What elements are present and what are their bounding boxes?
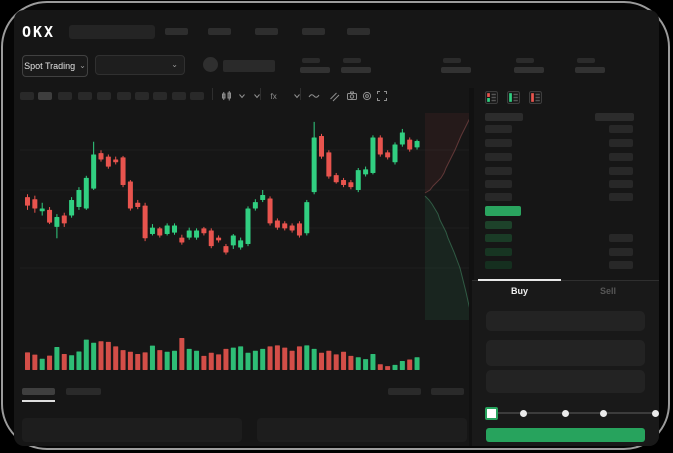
ask-price-bar[interactable]: [485, 193, 512, 201]
chart-canvas[interactable]: [20, 110, 470, 376]
spot-trading-label: Spot Trading: [24, 61, 76, 71]
stat-label: [302, 58, 320, 63]
ask-price-bar[interactable]: [485, 153, 512, 161]
ask-price-bar[interactable]: [485, 139, 512, 147]
spot-trading-dropdown[interactable]: Spot Trading ⌄: [22, 55, 88, 77]
slider-stop[interactable]: [599, 409, 607, 417]
camera-icon[interactable]: [345, 89, 359, 103]
buy-submit-button[interactable]: [486, 428, 645, 442]
amount-input[interactable]: [486, 340, 645, 366]
book-bids-view-icon[interactable]: [507, 91, 520, 109]
ask-amount-bar: [609, 167, 633, 175]
bottom-tab-active[interactable]: [22, 388, 55, 395]
vertical-divider: [469, 88, 474, 446]
interval-button[interactable]: [78, 92, 92, 100]
chevron-down-icon[interactable]: [235, 89, 249, 103]
bid-price-bar[interactable]: [485, 248, 512, 256]
nav-item[interactable]: [165, 28, 188, 35]
nav-item[interactable]: [347, 28, 370, 35]
stat-value: [300, 67, 330, 73]
wave-icon[interactable]: [307, 89, 321, 103]
bid-amount-bar: [609, 248, 633, 256]
bid-price-bar[interactable]: [485, 261, 512, 269]
price-input[interactable]: [486, 311, 645, 331]
app-screen: OKX Spot Trading ⌄ ⌄ fx: [14, 10, 659, 446]
total-input[interactable]: [486, 370, 645, 393]
interval-button[interactable]: [172, 92, 186, 100]
last-price-highlight[interactable]: [485, 206, 521, 216]
nav-item[interactable]: [255, 28, 278, 35]
nav-item[interactable]: [302, 28, 325, 35]
tab-divider: [472, 280, 659, 281]
bid-price-bar[interactable]: [485, 221, 512, 229]
okx-logo[interactable]: OKX: [22, 23, 56, 41]
chevron-down-icon: ⌄: [79, 61, 86, 70]
svg-text:fx: fx: [271, 92, 277, 101]
nav-item[interactable]: [208, 28, 231, 35]
stat-value: [341, 67, 371, 73]
indicator-icon[interactable]: fx: [268, 89, 282, 103]
tab-sell[interactable]: Sell: [599, 286, 616, 296]
slider-stop[interactable]: [519, 409, 527, 417]
chevron-down-icon[interactable]: [290, 89, 304, 103]
buy-tab-underline: [478, 279, 561, 281]
bid-amount-bar: [609, 261, 633, 269]
toolbar-separator: [260, 88, 261, 100]
book-combined-view-icon[interactable]: [485, 91, 498, 109]
orderbook-header-price: [485, 113, 523, 121]
interval-button[interactable]: [20, 92, 34, 100]
fullscreen-icon[interactable]: [375, 89, 389, 103]
interval-button[interactable]: [153, 92, 167, 100]
tab-buy[interactable]: Buy: [510, 286, 528, 296]
ask-price-bar[interactable]: [485, 125, 512, 133]
book-asks-view-icon[interactable]: [529, 91, 542, 109]
ask-amount-bar: [609, 139, 633, 147]
bid-price-bar[interactable]: [485, 234, 512, 242]
chevron-down-icon[interactable]: [250, 89, 264, 103]
stat-label: [577, 58, 595, 63]
stat-label: [443, 58, 461, 63]
bottom-tab[interactable]: [66, 388, 101, 395]
interval-button[interactable]: [135, 92, 149, 100]
stat-value: [514, 67, 544, 73]
ask-amount-bar: [609, 193, 633, 201]
ask-price-bar[interactable]: [485, 167, 512, 175]
slider-stop[interactable]: [561, 409, 569, 417]
bottom-chip[interactable]: [388, 388, 421, 395]
toolbar-separator: [300, 88, 301, 100]
gear-icon[interactable]: [360, 89, 374, 103]
ask-amount-bar: [609, 180, 633, 188]
interval-button[interactable]: [117, 92, 131, 100]
interval-button[interactable]: [58, 92, 72, 100]
history-panel: [257, 418, 467, 442]
orders-panel: [22, 418, 242, 442]
coin-avatar: [203, 57, 218, 72]
slider-stop[interactable]: [651, 409, 659, 417]
search-input[interactable]: [69, 25, 155, 39]
bottom-tab-underline: [22, 400, 55, 402]
pair-selector-dropdown[interactable]: ⌄: [95, 55, 185, 75]
amount-slider-track[interactable]: [490, 412, 655, 414]
interval-button[interactable]: [190, 92, 204, 100]
toolbar-separator: [212, 88, 213, 100]
stat-value: [575, 67, 605, 73]
bid-amount-bar: [609, 234, 633, 242]
interval-button[interactable]: [97, 92, 111, 100]
ask-amount-bar: [609, 153, 633, 161]
slider-handle[interactable]: [485, 407, 498, 420]
candles-icon[interactable]: [220, 89, 234, 103]
pair-name-placeholder: [223, 60, 275, 72]
bottom-chip[interactable]: [431, 388, 464, 395]
draw-icon[interactable]: [327, 89, 341, 103]
ask-amount-bar: [609, 125, 633, 133]
chevron-down-icon: ⌄: [171, 60, 178, 69]
ask-price-bar[interactable]: [485, 180, 512, 188]
interval-button[interactable]: [38, 92, 52, 100]
stat-label: [516, 58, 534, 63]
stat-value: [441, 67, 471, 73]
stat-label: [343, 58, 361, 63]
orderbook-header-amount: [595, 113, 634, 121]
